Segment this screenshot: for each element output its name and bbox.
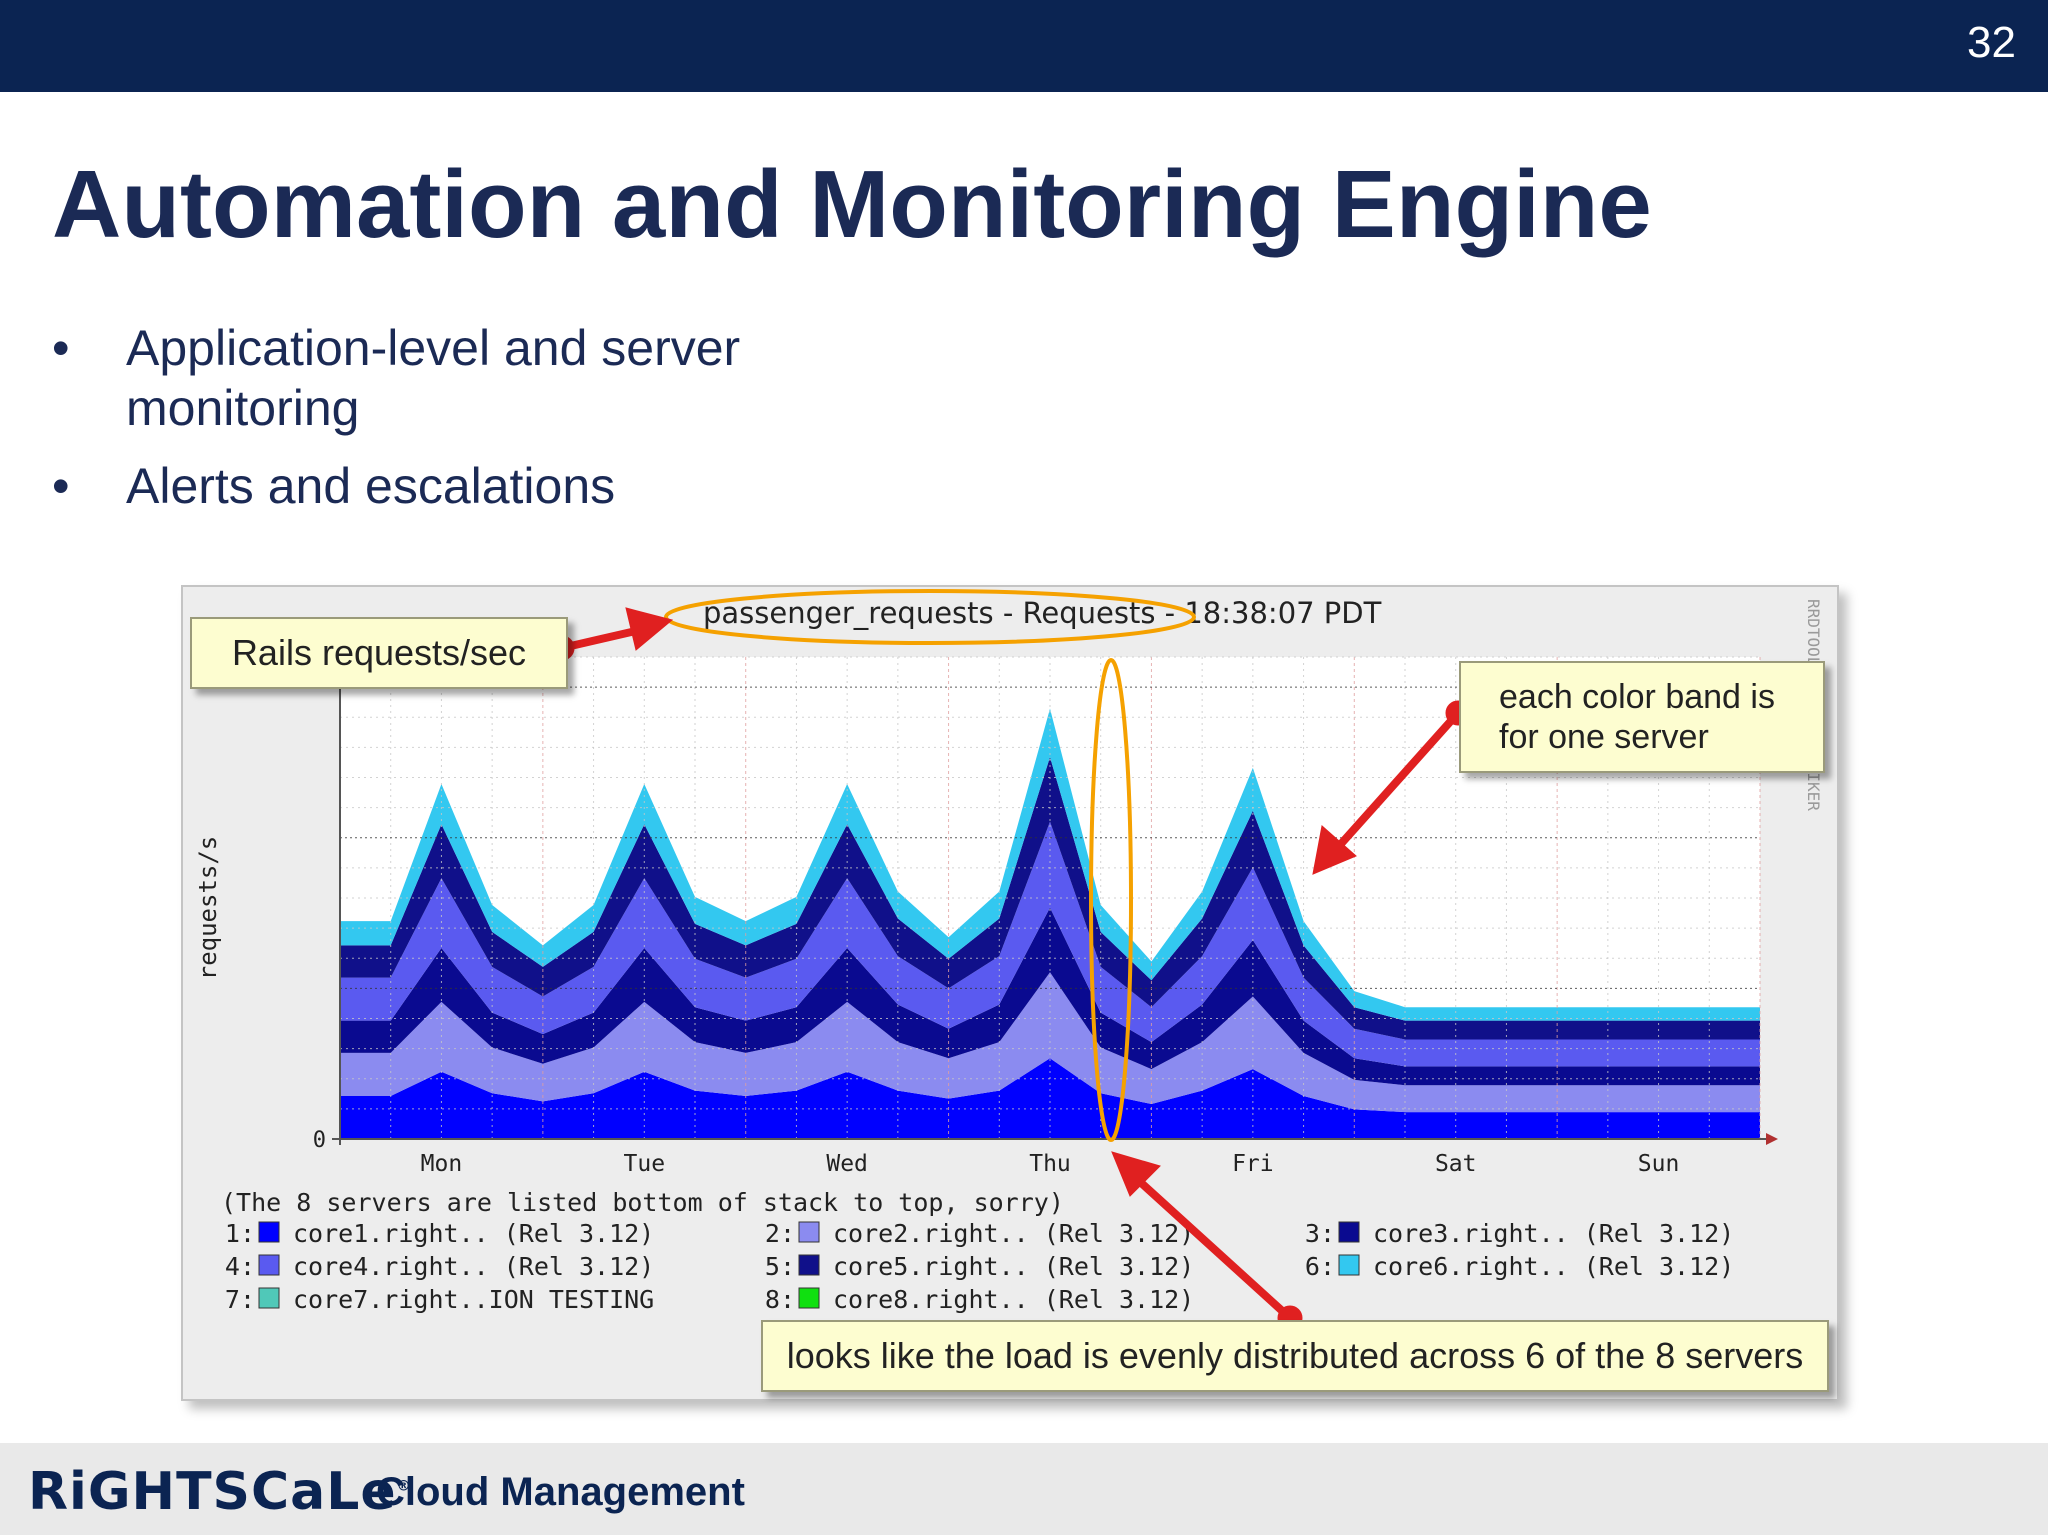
x-tick-label: Fri (1232, 1151, 1274, 1177)
x-tick-label: Mon (421, 1151, 463, 1177)
legend-label: core1.right.. (Rel 3.12) (293, 1219, 654, 1248)
axes-group (332, 651, 1778, 1145)
footer-bar (0, 1443, 2048, 1535)
legend-swatch (258, 1254, 280, 1276)
rrd-chart: passenger_requests - Requests - 18:38:07… (194, 596, 1823, 1314)
callout-color-band: each color band is for one server (1459, 661, 1825, 773)
legend-swatch (798, 1287, 820, 1309)
page-number: 32 (1967, 18, 2016, 67)
y-tick-label: 0 (313, 1128, 326, 1153)
callout-rails-requests: Rails requests/sec (190, 617, 568, 689)
legend-index: 3: (1305, 1219, 1335, 1248)
slide-title: Automation and Monitoring Engine (52, 151, 1652, 258)
series-area-3 (340, 907, 1760, 1086)
x-tick-label: Wed (826, 1151, 868, 1177)
series-area-1 (340, 1058, 1760, 1139)
bullet-text: Application-level and server monitoring (126, 320, 741, 436)
legend-label: core7.right..ION TESTING (293, 1285, 654, 1314)
legend-swatch (798, 1254, 820, 1276)
x-tick-label: Sun (1638, 1151, 1680, 1177)
header-bar (0, 0, 2048, 92)
rightscale-logo: RiGHTSCaLe® (28, 1462, 412, 1522)
legend-index: 1: (225, 1219, 255, 1248)
legend-index: 4: (225, 1252, 255, 1281)
legend-index: 5: (765, 1252, 795, 1281)
callout-load-distribution: looks like the load is evenly distribute… (761, 1320, 1829, 1392)
series-area-6 (340, 708, 1760, 1021)
bullet-list: • Application-level and server monitoring… (52, 318, 812, 534)
legend-index: 7: (225, 1285, 255, 1314)
logo-text: RiGHTSCaLe (28, 1462, 397, 1522)
x-tick-label: Thu (1029, 1151, 1071, 1177)
bullet-item: • Application-level and server monitoring (52, 318, 812, 438)
legend-label: core3.right.. (Rel 3.12) (1373, 1219, 1734, 1248)
legend-group: (The 8 servers are listed bottom of stac… (221, 1188, 1734, 1314)
chart-title: passenger_requests - Requests - 18:38:07… (703, 596, 1382, 630)
legend-label: core2.right.. (Rel 3.12) (833, 1219, 1194, 1248)
legend-label: core6.right.. (Rel 3.12) (1373, 1252, 1734, 1281)
logo-registered-mark: ® (396, 1478, 412, 1495)
legend-index: 8: (765, 1285, 795, 1314)
legend-swatch (258, 1221, 280, 1243)
x-axis-arrow (1766, 1133, 1778, 1145)
x-tick-label: Sat (1435, 1151, 1477, 1177)
bullet-marker: • (52, 320, 70, 376)
legend-label: core5.right.. (Rel 3.12) (833, 1252, 1194, 1281)
legend-swatch (798, 1221, 820, 1243)
legend-label: core8.right.. (Rel 3.12) (833, 1285, 1194, 1314)
legend-swatch (1338, 1221, 1360, 1243)
x-tick-label: Tue (624, 1151, 666, 1177)
bullet-marker: • (52, 458, 70, 514)
y-axis-label: requests/s (194, 836, 222, 981)
footer-tagline: Cloud Management (376, 1470, 745, 1514)
legend-index: 6: (1305, 1252, 1335, 1281)
legend-index: 2: (765, 1219, 795, 1248)
legend-swatch (258, 1287, 280, 1309)
bullet-item: • Alerts and escalations (52, 456, 812, 516)
legend-swatch (1338, 1254, 1360, 1276)
legend-label: core4.right.. (Rel 3.12) (293, 1252, 654, 1281)
legend-note: (The 8 servers are listed bottom of stac… (221, 1188, 1064, 1217)
bullet-text: Alerts and escalations (126, 458, 616, 514)
